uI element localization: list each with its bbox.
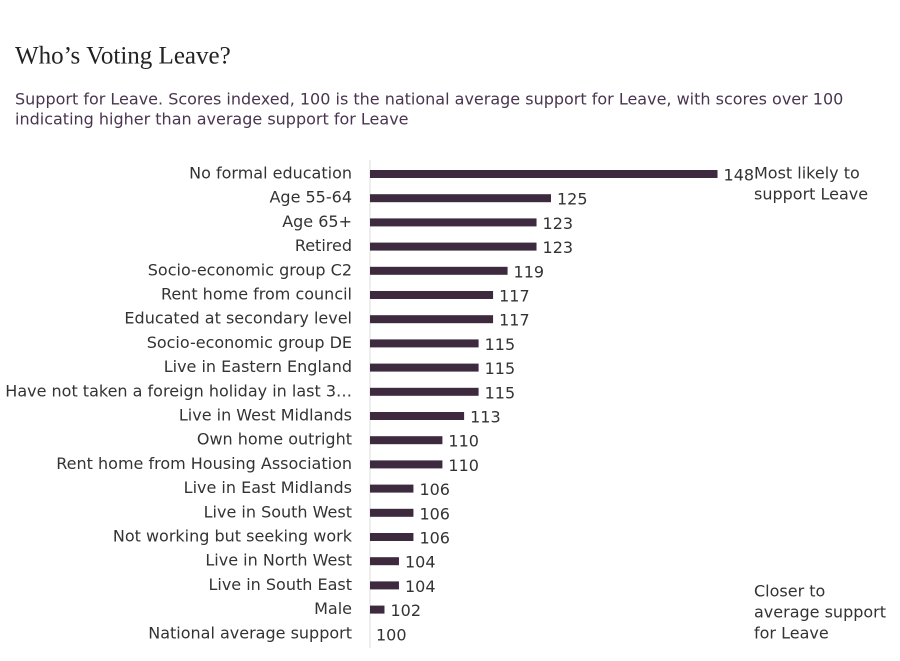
annotation: average support bbox=[754, 603, 886, 622]
value-label: 117 bbox=[499, 311, 530, 330]
value-label: 106 bbox=[419, 480, 450, 499]
value-label: 125 bbox=[557, 190, 588, 209]
value-label: 106 bbox=[419, 504, 450, 523]
annotation: for Leave bbox=[754, 624, 829, 643]
bar bbox=[370, 363, 479, 372]
category-label: National average support bbox=[148, 623, 352, 642]
category-label: Live in North West bbox=[205, 551, 352, 570]
value-label: 148 bbox=[724, 166, 755, 185]
category-label: Live in West Midlands bbox=[179, 406, 352, 425]
chart-title: Who’s Voting Leave? bbox=[15, 43, 231, 70]
category-label: Rent home from Housing Association bbox=[56, 454, 352, 473]
bar bbox=[370, 266, 508, 275]
value-label: 115 bbox=[485, 359, 516, 378]
value-label: 106 bbox=[419, 529, 450, 548]
annotation: Closer to bbox=[754, 582, 825, 601]
bar bbox=[370, 242, 537, 251]
category-label: Age 55-64 bbox=[269, 188, 352, 207]
bar bbox=[370, 218, 537, 227]
annotation: Most likely to bbox=[754, 164, 860, 183]
bar bbox=[370, 460, 443, 469]
category-label: Male bbox=[314, 599, 352, 618]
bar bbox=[370, 170, 718, 178]
value-label: 110 bbox=[448, 432, 479, 451]
value-label: 123 bbox=[543, 238, 574, 257]
bar bbox=[370, 508, 414, 517]
bar bbox=[370, 291, 494, 299]
category-label: Age 65+ bbox=[282, 212, 352, 231]
category-label: Socio-economic group DE bbox=[147, 333, 352, 352]
bar bbox=[370, 484, 414, 493]
bar bbox=[370, 412, 465, 420]
category-label: Have not taken a foreign holiday in last… bbox=[5, 381, 352, 400]
value-label: 110 bbox=[448, 456, 479, 475]
value-label: 119 bbox=[514, 262, 545, 281]
bar bbox=[370, 339, 479, 348]
category-label: Retired bbox=[295, 236, 352, 255]
category-label: Socio-economic group C2 bbox=[148, 260, 352, 279]
category-label: Live in South East bbox=[208, 575, 352, 594]
subtitle: Support for Leave. Scores indexed, 100 i… bbox=[15, 90, 843, 109]
bar bbox=[370, 605, 385, 614]
value-label: 123 bbox=[543, 214, 574, 233]
category-label: Rent home from council bbox=[161, 285, 352, 304]
value-label: 102 bbox=[390, 601, 421, 620]
bar bbox=[370, 194, 551, 203]
category-label: Not working but seeking work bbox=[113, 527, 353, 546]
category-label: Live in Eastern England bbox=[164, 357, 352, 376]
value-label: 104 bbox=[405, 577, 436, 596]
category-label: Own home outright bbox=[197, 430, 352, 449]
value-label: 100 bbox=[376, 625, 407, 644]
subtitle: indicating higher than average support f… bbox=[15, 110, 409, 129]
annotation: support Leave bbox=[754, 185, 868, 204]
value-label: 115 bbox=[485, 383, 516, 402]
bar bbox=[370, 533, 414, 541]
value-label: 104 bbox=[405, 553, 436, 572]
bar bbox=[370, 315, 494, 324]
value-label: 117 bbox=[499, 287, 530, 306]
category-label: Live in East Midlands bbox=[184, 478, 352, 497]
bar bbox=[370, 581, 399, 590]
value-label: 113 bbox=[470, 408, 501, 427]
bar bbox=[370, 387, 479, 396]
value-label: 115 bbox=[485, 335, 516, 354]
bar bbox=[370, 436, 443, 445]
category-label: Live in South West bbox=[204, 502, 352, 521]
category-label: No formal education bbox=[189, 164, 352, 183]
category-label: Educated at secondary level bbox=[124, 309, 352, 328]
bar bbox=[370, 557, 399, 566]
